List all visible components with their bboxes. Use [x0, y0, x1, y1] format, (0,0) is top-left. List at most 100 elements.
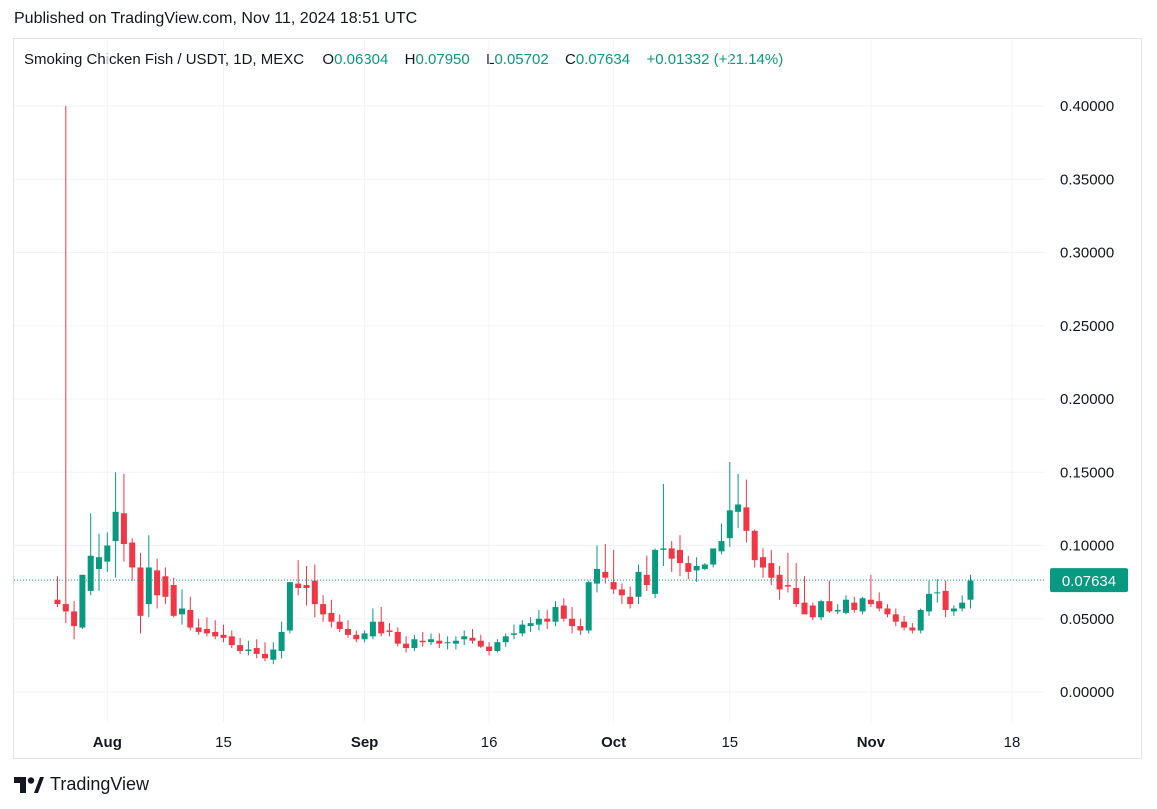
- candle: [602, 544, 609, 584]
- candle-body: [618, 589, 625, 596]
- chart-frame: [13, 38, 1142, 759]
- candle: [652, 548, 659, 599]
- candle-body: [826, 601, 833, 612]
- candle: [901, 615, 908, 631]
- candle-body: [179, 608, 185, 615]
- candle: [303, 566, 310, 606]
- candle-body: [876, 601, 883, 609]
- candle-body: [560, 605, 567, 619]
- candle-body: [452, 640, 459, 644]
- candle-body: [112, 511, 119, 542]
- close-value: 0.07634: [575, 51, 631, 68]
- candle-body: [760, 557, 766, 568]
- candle-body: [793, 587, 800, 605]
- candle: [942, 580, 949, 618]
- candle-body: [511, 633, 517, 635]
- candle: [843, 595, 849, 615]
- low-label: L: [486, 51, 495, 68]
- candle-body: [87, 555, 94, 591]
- candle-body: [685, 563, 692, 572]
- candle: [635, 564, 642, 605]
- candle-body: [419, 640, 426, 643]
- change-value: +0.01332 (+21.14%): [646, 51, 784, 68]
- candle-body: [535, 618, 542, 625]
- chart-legend: Smoking Chicken Fish / USDT, 1D, MEXC O0…: [24, 51, 783, 68]
- candle-body: [643, 574, 650, 586]
- candle: [87, 513, 94, 596]
- candle-body: [104, 545, 111, 562]
- candle: [179, 589, 185, 625]
- candle: [486, 642, 493, 656]
- candle: [378, 607, 385, 637]
- candle: [959, 595, 966, 612]
- candle: [519, 620, 526, 637]
- candle: [187, 596, 194, 631]
- symbol-label: Smoking Chicken Fish / USDT, 1D, MEXC: [24, 51, 305, 68]
- candle: [660, 483, 667, 567]
- candle-body: [660, 548, 667, 550]
- candle-body: [867, 599, 874, 605]
- candle: [320, 595, 327, 622]
- candle-body: [552, 607, 559, 622]
- candle-body: [594, 568, 600, 584]
- candle: [411, 634, 418, 651]
- candle-body: [627, 596, 634, 605]
- candle: [145, 535, 152, 618]
- candle-body: [62, 604, 69, 612]
- y-tick-label: 0.20000: [1060, 391, 1114, 408]
- candle-body: [502, 636, 509, 643]
- candle: [876, 592, 883, 612]
- y-tick-label: 0.15000: [1060, 464, 1114, 481]
- candle-body: [892, 614, 899, 622]
- open-value: 0.06304: [334, 51, 389, 68]
- candle-body: [120, 513, 127, 545]
- candle-body: [369, 621, 376, 637]
- candle: [967, 574, 974, 609]
- candle: [618, 583, 625, 605]
- x-tick-label: 15: [721, 734, 738, 751]
- candle-body: [203, 629, 210, 634]
- candle-body: [195, 627, 202, 632]
- candle: [112, 472, 119, 578]
- candle: [859, 596, 866, 615]
- candle-body: [784, 585, 791, 587]
- candle: [262, 642, 268, 662]
- candle: [726, 461, 733, 547]
- candle: [809, 602, 816, 621]
- candle: [253, 639, 260, 659]
- candle: [353, 630, 360, 643]
- x-tick-label: 16: [481, 734, 498, 751]
- candle: [104, 532, 111, 572]
- candle-body: [253, 648, 260, 654]
- y-axis: 0.40000 0.35000 0.30000 0.25000 0.20000 0.150…: [1060, 98, 1114, 701]
- candle-body: [162, 576, 169, 597]
- candle: [535, 609, 542, 631]
- candle: [336, 614, 343, 632]
- candle-body: [751, 530, 758, 561]
- candle: [776, 566, 783, 600]
- candle-body: [328, 612, 335, 622]
- candle-body: [378, 621, 385, 634]
- candle-body: [726, 510, 733, 539]
- candle: [751, 529, 758, 568]
- candle-body: [843, 599, 849, 613]
- candle: [718, 523, 725, 555]
- candle-body: [801, 602, 808, 615]
- candle: [79, 574, 86, 630]
- candle-body: [353, 634, 360, 640]
- candle: [867, 574, 874, 608]
- candle: [560, 598, 567, 622]
- candle-body: [245, 649, 252, 651]
- candle-body: [477, 640, 484, 647]
- candle-body: [926, 593, 932, 612]
- candle: [826, 580, 833, 613]
- last-price-line: 0.07634: [14, 568, 1128, 593]
- candle-body: [212, 631, 219, 637]
- candle: [403, 636, 410, 653]
- candle-body: [834, 609, 841, 612]
- candle: [444, 636, 451, 650]
- high-value: 0.07950: [415, 51, 470, 68]
- candle-body: [386, 630, 393, 632]
- candle: [286, 582, 293, 634]
